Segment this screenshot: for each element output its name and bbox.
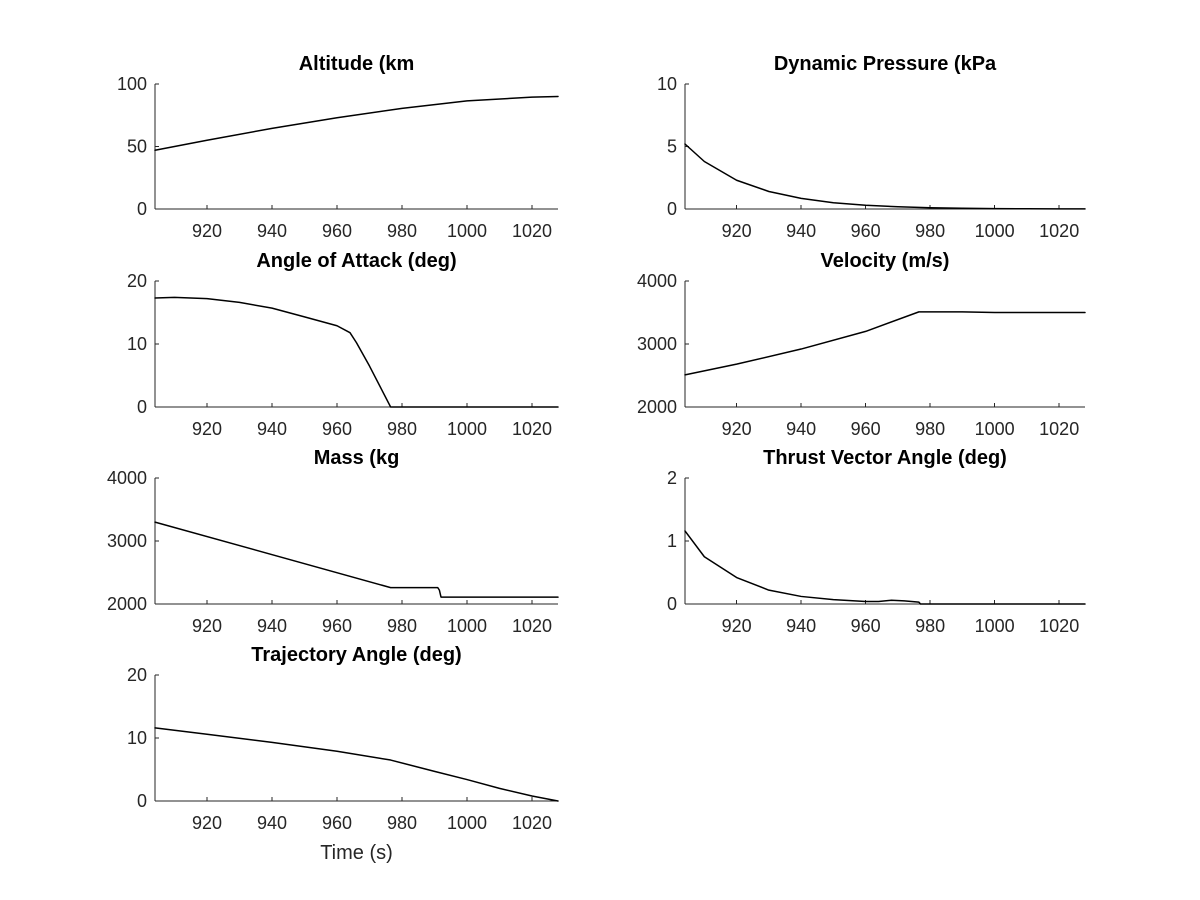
series-line [684,530,1086,605]
x-tick-label: 1020 [512,616,552,636]
subplot-1: 920 940 960 980 1000 1020 0 50 100 Altitude (km [117,53,559,241]
y-tick-label: 10 [127,334,147,354]
x-tick-label: 960 [322,221,352,241]
x-tick-label: 960 [851,419,881,439]
y-tick-label: 0 [667,594,677,614]
series-line [154,296,559,408]
y-tick-label: 0 [137,397,147,417]
subplot-title: Altitude (km [299,53,415,75]
y-tick-label: 10 [657,74,677,94]
x-tick-label: 1000 [975,419,1015,439]
x-tick-label: 1020 [512,221,552,241]
x-tick-label: 920 [192,813,222,833]
x-tick-label: 1000 [975,221,1015,241]
x-tick-label: 960 [851,616,881,636]
subplot-6: 920 940 960 980 1000 1020 0 1 2 Thrust Vector Ang… [667,447,1086,636]
x-tick-label: 1020 [512,813,552,833]
y-tick-label: 1 [667,531,677,551]
x-tick-label: 920 [722,419,752,439]
x-tick-label: 1000 [447,616,487,636]
x-tick-label: 980 [915,419,945,439]
y-tick-label: 50 [127,137,147,157]
subplot-title: Mass (kg [314,447,400,469]
y-tick-label: 0 [137,791,147,811]
x-tick-label: 920 [722,221,752,241]
x-tick-label: 920 [192,419,222,439]
y-tick-label: 10 [127,728,147,748]
series-line [154,521,559,598]
y-tick-label: 2000 [107,594,147,614]
x-tick-label: 1020 [1039,221,1079,241]
x-axis-label: Time (s) [320,842,393,864]
x-tick-label: 1000 [447,419,487,439]
x-tick-label: 980 [387,616,417,636]
subplot-title: Velocity (m/s) [821,250,950,272]
subplot-5: 920 940 960 980 1000 1020 2000 3000 4000 Mass (kg [107,447,559,636]
x-tick-label: 940 [786,616,816,636]
subplot-4: 920 940 960 980 1000 1020 2000 3000 4000 Velocity… [637,250,1086,439]
x-tick-label: 1020 [1039,616,1079,636]
series-line [154,727,559,802]
y-tick-label: 4000 [107,468,147,488]
x-tick-label: 920 [192,221,222,241]
subplot-title: Trajectory Angle (deg) [251,644,461,666]
x-tick-label: 1000 [447,221,487,241]
x-tick-label: 1020 [1039,419,1079,439]
series-line [684,311,1086,376]
x-tick-label: 940 [257,419,287,439]
x-tick-label: 940 [257,813,287,833]
y-tick-label: 2 [667,468,677,488]
x-tick-label: 980 [387,419,417,439]
y-tick-label: 0 [137,199,147,219]
x-tick-label: 1000 [447,813,487,833]
x-tick-label: 960 [322,616,352,636]
y-tick-label: 2000 [637,397,677,417]
x-tick-label: 960 [851,221,881,241]
x-tick-label: 940 [257,221,287,241]
x-tick-label: 940 [786,419,816,439]
subplot-title: Dynamic Pressure (kPa [774,53,997,75]
y-tick-label: 100 [117,74,147,94]
y-tick-label: 5 [667,137,677,157]
subplot-title: Thrust Vector Angle (deg) [763,447,1007,469]
y-tick-label: 3000 [637,334,677,354]
x-tick-label: 980 [387,813,417,833]
x-tick-label: 1000 [975,616,1015,636]
x-tick-label: 960 [322,419,352,439]
subplot-2: 920 940 960 980 1000 1020 0 5 10 Dynamic Pressure… [657,53,1086,241]
y-tick-label: 3000 [107,531,147,551]
x-tick-label: 940 [786,221,816,241]
y-tick-label: 20 [127,271,147,291]
y-tick-label: 4000 [637,271,677,291]
x-tick-label: 920 [722,616,752,636]
x-tick-label: 980 [387,221,417,241]
subplot-title: Angle of Attack (deg) [256,250,456,272]
x-tick-label: 1020 [512,419,552,439]
series-line [154,95,559,151]
x-tick-label: 940 [257,616,287,636]
x-tick-label: 980 [915,221,945,241]
series-line [684,143,1086,210]
y-tick-label: 20 [127,665,147,685]
y-tick-label: 0 [667,199,677,219]
x-tick-label: 980 [915,616,945,636]
x-tick-label: 920 [192,616,222,636]
x-tick-label: 960 [322,813,352,833]
